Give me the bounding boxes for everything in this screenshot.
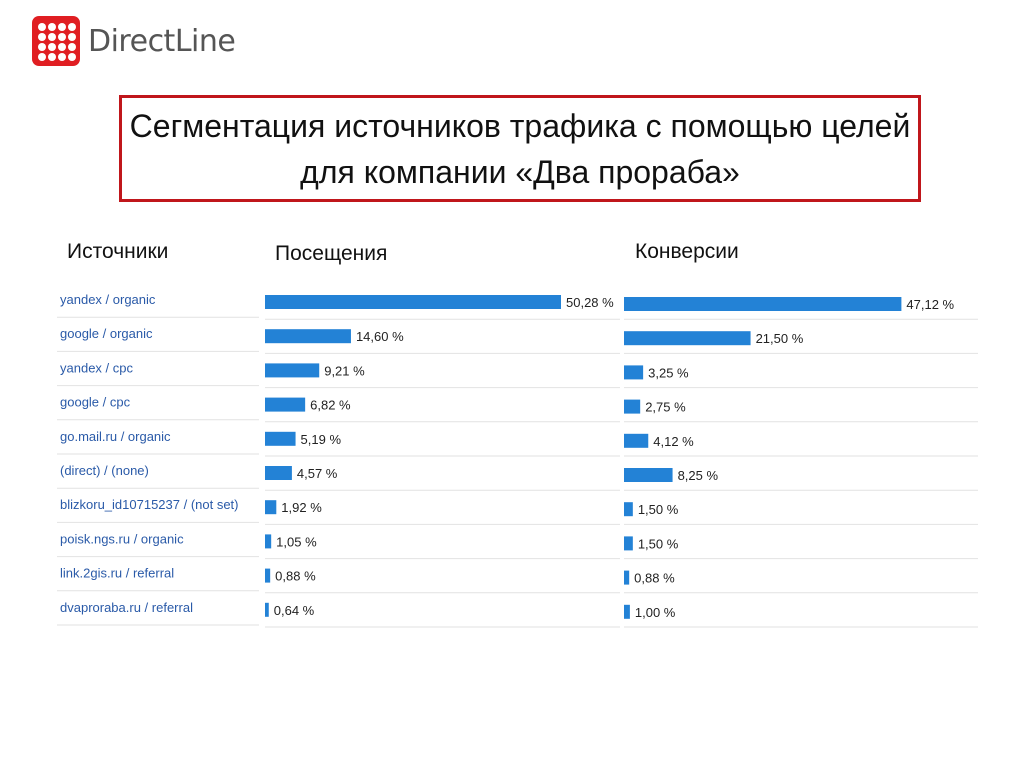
header-conversions: Конверсии xyxy=(635,240,739,263)
header-visits: Посещения xyxy=(275,242,388,265)
bar-visits xyxy=(265,466,292,480)
bar-visits xyxy=(265,602,269,617)
value-label: 9,21 % xyxy=(324,363,365,378)
value-label: 0,88 % xyxy=(634,571,675,586)
value-label: 1,50 % xyxy=(638,502,679,517)
bar-conversions xyxy=(624,468,673,482)
bar-visits xyxy=(265,397,306,412)
bar-visits xyxy=(265,363,320,378)
source-label: google / cpc xyxy=(60,395,131,410)
value-label: 4,12 % xyxy=(653,434,694,449)
source-label: link.2gis.ru / referral xyxy=(60,566,174,581)
source-label: dvaproraba.ru / referral xyxy=(60,600,193,615)
value-label: 0,64 % xyxy=(274,603,315,618)
bar-conversions xyxy=(624,365,644,380)
bar-conversions xyxy=(624,399,641,414)
source-label: blizkoru_id10715237 / (not set) xyxy=(60,497,239,512)
value-label: 21,50 % xyxy=(756,331,804,346)
bar-visits xyxy=(265,295,561,309)
value-label: 1,00 % xyxy=(635,605,676,620)
bar-visits xyxy=(265,534,272,549)
bar-conversions xyxy=(624,570,630,585)
brand-name: DirectLine xyxy=(88,23,236,59)
source-label: yandex / cpc xyxy=(60,360,133,375)
source-label: poisk.ngs.ru / organic xyxy=(60,531,184,546)
header-sources: Источники xyxy=(67,240,169,263)
bar-conversions xyxy=(624,433,649,448)
value-label: 8,25 % xyxy=(678,468,719,483)
directline-logo: DirectLine xyxy=(32,14,236,68)
bar-conversions xyxy=(624,502,633,517)
value-label: 1,05 % xyxy=(276,534,317,549)
bar-conversions xyxy=(624,604,630,619)
bar-conversions xyxy=(624,331,751,346)
page-title: Сегментация источников трафика с помощью… xyxy=(129,107,911,190)
bar-visits xyxy=(265,500,277,515)
bar-visits xyxy=(265,431,296,446)
value-label: 0,88 % xyxy=(275,569,316,584)
bar-visits xyxy=(265,568,271,583)
title-box: Сегментация источников трафика с помощью… xyxy=(119,95,921,202)
bar-visits xyxy=(265,329,351,344)
bar-conversions xyxy=(624,297,902,311)
source-label: google / organic xyxy=(60,326,153,341)
source-label: go.mail.ru / organic xyxy=(60,429,171,444)
source-label: (direct) / (none) xyxy=(60,463,149,478)
dot-grid-logo-icon xyxy=(32,16,80,66)
value-label: 6,82 % xyxy=(310,398,351,413)
value-label: 14,60 % xyxy=(356,329,404,344)
bar-conversions xyxy=(624,536,633,551)
value-label: 5,19 % xyxy=(301,432,342,447)
value-label: 50,28 % xyxy=(566,295,614,310)
value-label: 4,57 % xyxy=(297,466,338,481)
value-label: 1,92 % xyxy=(281,500,322,515)
source-label: yandex / organic xyxy=(60,292,156,307)
value-label: 1,50 % xyxy=(638,536,679,551)
value-label: 2,75 % xyxy=(645,400,686,415)
value-label: 3,25 % xyxy=(648,365,689,380)
value-label: 47,12 % xyxy=(906,297,954,312)
